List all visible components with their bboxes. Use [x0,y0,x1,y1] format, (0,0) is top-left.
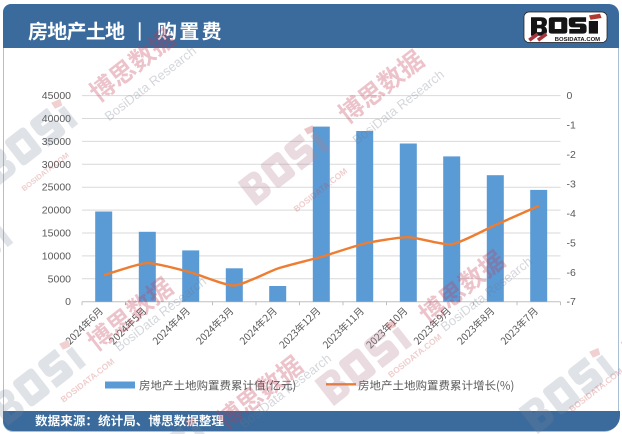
svg-text:10000: 10000 [42,250,71,262]
svg-text:15000: 15000 [42,228,71,240]
svg-text:-3: -3 [567,178,576,190]
svg-text:BOSIDATA.COM: BOSIDATA.COM [555,37,600,43]
svg-text:5000: 5000 [48,273,72,285]
svg-text:-5: -5 [567,237,576,249]
svg-text:25000: 25000 [42,182,71,194]
svg-text:-7: -7 [567,296,576,308]
svg-text:40000: 40000 [42,113,71,125]
svg-text:0: 0 [567,90,573,102]
svg-text:-2: -2 [567,149,576,161]
svg-text:BOSIDATA.COM: BOSIDATA.COM [59,356,117,404]
svg-text:-1: -1 [567,120,576,132]
svg-text:45000: 45000 [42,90,71,102]
svg-text:-4: -4 [567,208,576,220]
svg-text:0: 0 [65,296,71,308]
svg-text:BosiData Research: BosiData Research [102,43,199,124]
svg-text:20000: 20000 [42,205,71,217]
svg-text:-6: -6 [567,267,576,279]
svg-text:35000: 35000 [42,136,71,148]
svg-text:30000: 30000 [42,159,71,171]
